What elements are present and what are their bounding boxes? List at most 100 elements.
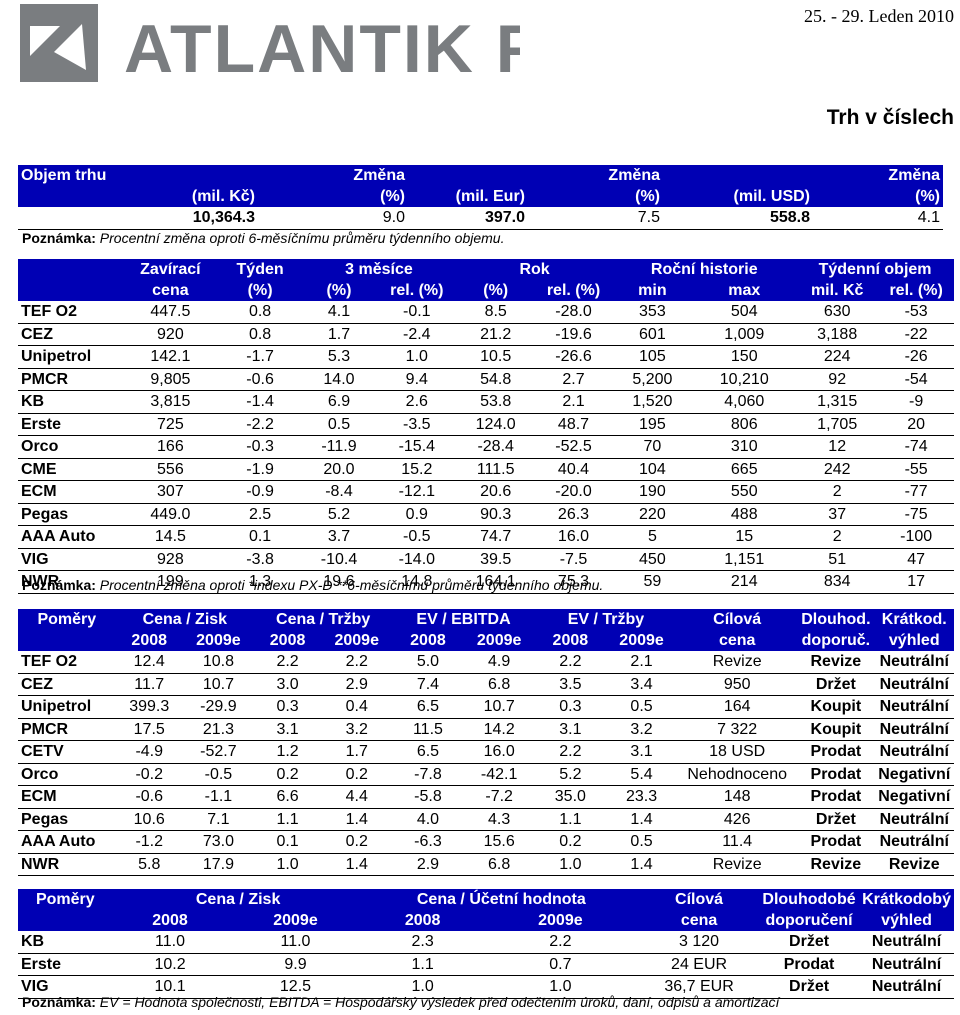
- table-cell: 104: [639, 460, 666, 478]
- table-cell: 4,060: [724, 393, 765, 411]
- table-cell: Neutrální: [879, 720, 949, 738]
- header-cell: (%): [380, 187, 405, 205]
- table-cell: -100: [900, 528, 933, 546]
- table-cell: -7.2: [485, 788, 513, 806]
- table-cell: 14.8: [401, 573, 433, 591]
- table-cell: 1.4: [630, 855, 653, 873]
- table-cell: 3.1: [559, 720, 582, 738]
- table-cell: 54.8: [480, 370, 512, 388]
- table-cell: -20.0: [555, 483, 592, 501]
- row-label: ECM: [21, 788, 57, 806]
- table-cell: 0.5: [630, 698, 653, 716]
- table-cell: 14.0: [323, 370, 355, 388]
- table-cell: 0.2: [345, 833, 368, 851]
- header-cell: 3 měsíce: [345, 260, 413, 278]
- table-cell: 1.1: [411, 955, 434, 973]
- table-cell: 70: [643, 438, 662, 456]
- header-cell: (%): [635, 187, 660, 205]
- row-label: AAA Auto: [21, 528, 96, 546]
- table-cell: 2.1: [630, 653, 653, 671]
- table-cell: 20: [907, 415, 926, 433]
- row-label: Pegas: [21, 505, 69, 523]
- table-cell: 10.8: [202, 653, 234, 671]
- header-cell: Cílová: [713, 610, 762, 628]
- table-cell: 6.9: [327, 393, 351, 411]
- table-cell: 504: [730, 303, 758, 321]
- table-cell: 1.4: [345, 855, 368, 873]
- table-cell: -0.3: [246, 438, 274, 456]
- table-cell: 14.5: [154, 528, 186, 546]
- table-cell: 9,805: [150, 370, 191, 388]
- header-cell: min: [638, 281, 667, 299]
- table-cell: Držet: [789, 933, 830, 951]
- row-label: CEZ: [21, 325, 53, 343]
- table-row: Unipetrol 142.1 -1.7 5.3 1.0 10.5 -26.6 105 150 2…: [18, 346, 954, 368]
- table-cell: -9: [909, 393, 924, 411]
- table-cell: 307: [157, 483, 184, 501]
- note-label: Poznámka:: [22, 230, 96, 246]
- table-cell: 40.4: [557, 460, 590, 478]
- table-cell: 0.2: [559, 833, 582, 851]
- table-cell: -1.2: [135, 833, 164, 851]
- header-cell: výhled: [881, 911, 932, 929]
- table-cell: 53.8: [480, 393, 512, 411]
- table-row: ECM 307 -0.9 -8.4 -12.1 20.6 -20.0 190 550 2 -77: [18, 481, 954, 503]
- table-cell: Revize: [888, 855, 940, 873]
- table-cell: 36,7 EUR: [664, 978, 734, 996]
- table-row: Unipetrol 399.3 -29.9 0.3 0.4 6.5 10.7 0.3 0.5 16…: [18, 696, 954, 718]
- table-cell: 2.9: [345, 675, 368, 693]
- header-cell: (mil. Eur): [455, 187, 525, 205]
- table-cell: -15.4: [398, 438, 436, 456]
- header-cell: Objem trhu: [21, 166, 107, 184]
- header-cell: [18, 259, 122, 280]
- table-row: PMCR 17.5 21.3 3.1 3.2 11.5 14.2 3.1 3.2 7 322 Kou…: [18, 718, 954, 741]
- table-cell: 4.1: [327, 303, 351, 321]
- table-cell: -0.2: [135, 765, 164, 783]
- table-row: AAA Auto 14.5 0.1 3.7 -0.5 74.7 16.0 5 15 2 -100: [18, 526, 954, 548]
- table-row: CEZ 11.7 10.7 3.0 2.9 7.4 6.8 3.5 3.4 950 Držet Neu…: [18, 673, 954, 696]
- table-cell: 11.0: [280, 933, 311, 951]
- table-cell: 10.6: [133, 810, 165, 828]
- market-volume-table: Objem trhu Změna Změna Změna (mil. Kč) (…: [18, 165, 943, 230]
- table-cell: 5.0: [416, 653, 440, 671]
- header-cell: Zavírací: [140, 260, 201, 278]
- table-cell: 3.5: [559, 675, 582, 693]
- table-cell: 5,200: [632, 370, 673, 388]
- table-cell: 4.0: [416, 810, 440, 828]
- header-cell: Poměry: [35, 890, 95, 908]
- table-row: Erste 10.2 9.9 1.1 0.7 24 EUR Prodat Neutrální: [18, 953, 954, 976]
- header-cell: cena: [152, 281, 189, 299]
- table-cell: 0.7: [549, 955, 572, 973]
- header-cell: EV / Tržby: [567, 610, 645, 628]
- table-cell: 3.7: [327, 528, 351, 546]
- table-cell: 0.9: [405, 505, 428, 523]
- table-cell: 164.1: [475, 573, 516, 591]
- row-label: TEF O2: [21, 303, 78, 321]
- table-cell: 6.8: [488, 855, 511, 873]
- table-cell: -7.5: [559, 550, 588, 568]
- logo-text: ATLANTIK FT: [124, 11, 520, 82]
- table-header-row: cena (%) (%) rel. (%) (%) rel. (%) min m…: [18, 280, 954, 301]
- table-cell: 8.5: [484, 303, 507, 321]
- table-cell: 1,520: [632, 393, 673, 411]
- page-title: Trh v číslech: [826, 106, 954, 129]
- header-cell: (%): [915, 187, 940, 205]
- table-cell: 20.0: [323, 460, 355, 478]
- note-text: EV = Hodnota společnosti, EBITDA = Hospo…: [95, 994, 780, 1010]
- table-cell: -0.5: [403, 528, 431, 546]
- table-cell: 1.1: [276, 810, 299, 828]
- table-cell: 92: [828, 370, 847, 388]
- table-cell: Neutrální: [879, 810, 949, 828]
- table-row: CME 556 -1.9 20.0 15.2 111.5 40.4 104 665 242 -55: [18, 458, 954, 481]
- table-header-row: (mil. Kč) (%) (mil. Eur) (%) (mil. USD) …: [18, 186, 943, 207]
- table-cell: -1.9: [246, 460, 274, 478]
- table-cell: 725: [157, 415, 184, 433]
- table-cell: 214: [730, 573, 758, 591]
- stock-rows: TEF O2 447.5 0.8 4.1 -0.1 8.5 -28.0 353 504 630 -5…: [18, 301, 954, 593]
- table-cell: 920: [157, 325, 184, 343]
- table-cell: 12: [828, 438, 847, 456]
- table-cell: Neutrální: [871, 955, 942, 973]
- table-cell: 6.5: [416, 698, 440, 716]
- table-cell: 199: [157, 573, 184, 591]
- table-cell: 0.8: [248, 325, 272, 343]
